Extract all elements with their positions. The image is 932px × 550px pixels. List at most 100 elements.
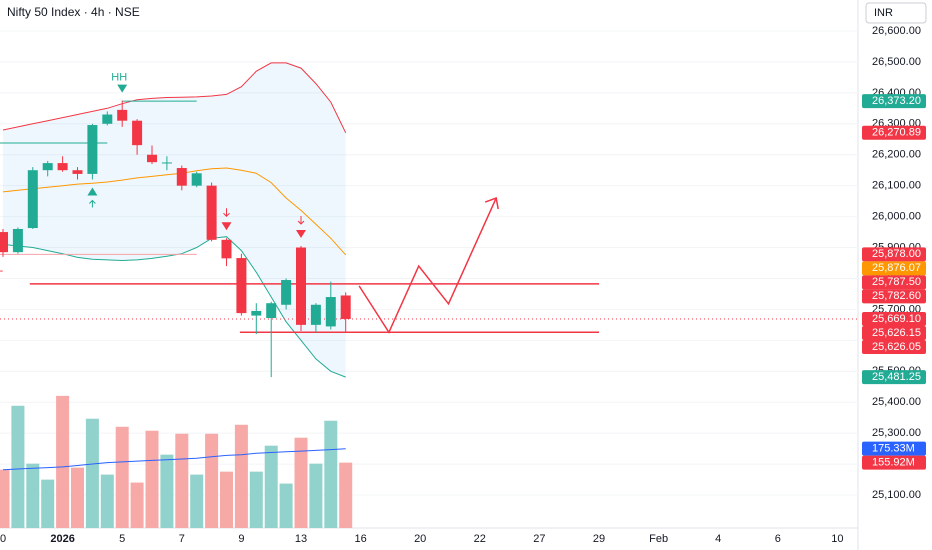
y-tick-label: 25,300.00 [872, 427, 921, 439]
price-label-box [862, 311, 926, 326]
volume-bar [309, 463, 323, 528]
volume-bar [190, 474, 204, 528]
price-label: 25,878.00 [872, 248, 921, 260]
x-tick-label: 10 [831, 533, 843, 545]
price-label: 25,626.05 [872, 341, 921, 353]
price-label-box [862, 289, 926, 304]
candle-body [236, 258, 247, 314]
candle-body [27, 170, 38, 229]
overlay-line [2, 62, 347, 134]
price-label: 25,481.25 [872, 371, 921, 383]
volume-bar [85, 418, 99, 528]
candle-body [191, 173, 202, 186]
volume-label: 175.33M [872, 443, 915, 455]
volume-bar [249, 471, 263, 528]
y-tick-label: 25,100.00 [872, 489, 921, 501]
overlay-line [2, 236, 346, 378]
volume-bar [324, 420, 338, 528]
candle-body [42, 163, 53, 171]
candle-body [340, 295, 351, 319]
volume-bar [71, 467, 84, 528]
y-tick-label: 25,400.00 [872, 396, 921, 408]
x-tick-label: 29 [593, 533, 605, 545]
signal-triangle [296, 229, 306, 238]
candle-body [281, 280, 292, 305]
x-tick-label: 27 [533, 533, 545, 545]
marker-label: L [0, 263, 3, 275]
x-tick-label: 0 [0, 533, 6, 545]
candle-body [0, 232, 8, 253]
y-tick-label: 26,100.00 [872, 180, 921, 192]
price-label-box [862, 247, 926, 262]
currency-box[interactable] [865, 2, 927, 24]
candle-body [87, 125, 98, 174]
volume-bar [115, 426, 129, 528]
price-label: 25,876.07 [872, 262, 921, 274]
volume-bar [11, 405, 25, 528]
candle-body [310, 304, 321, 325]
candle-body [176, 168, 187, 186]
volume-bar [0, 469, 10, 528]
volume-label: 155.92M [872, 457, 915, 469]
currency[interactable]: INR [874, 7, 893, 19]
x-tick-label: 13 [295, 533, 307, 545]
projection-line [358, 197, 497, 334]
volume-bar [26, 463, 40, 528]
price-label: 26,373.20 [872, 95, 921, 107]
x-tick-label: 16 [354, 533, 366, 545]
chart-title: Nifty 50 Index · 4h · NSE [7, 5, 140, 19]
x-tick-label: 4 [715, 533, 721, 545]
candle-body [12, 228, 23, 253]
volume-bar [160, 454, 174, 528]
candle-body [117, 109, 128, 121]
price-label: 26,270.89 [872, 127, 921, 139]
volume-bar [130, 482, 144, 528]
price-label-box [862, 370, 926, 385]
projection-arrowhead [484, 197, 499, 210]
candle-body [102, 114, 113, 124]
y-tick-label: 26,200.00 [872, 149, 921, 161]
price-label-box [862, 275, 926, 290]
candle-body [221, 239, 232, 259]
x-tick-label: 9 [238, 533, 244, 545]
price-label-box [862, 94, 926, 109]
x-tick-label: 2026 [50, 533, 74, 545]
volume-bar [294, 437, 308, 528]
volume-label-box [862, 441, 926, 456]
signal-arrow [89, 199, 96, 208]
candle-body [132, 120, 143, 146]
candle-body [147, 154, 157, 163]
y-tick-label: 26,600.00 [872, 25, 921, 37]
overlay-line [2, 167, 347, 256]
candle-body [251, 310, 262, 316]
volume-ma [2, 448, 346, 471]
price-label-box [862, 339, 926, 354]
candle-body [72, 170, 83, 174]
volume-bar [264, 445, 278, 528]
volume-bar [41, 479, 55, 528]
volume-bar [205, 433, 219, 528]
x-tick-label: 6 [775, 533, 781, 545]
volume-bar [339, 462, 353, 528]
x-tick-label: 7 [179, 533, 185, 545]
signal-arrow [297, 215, 305, 225]
candle-body [325, 297, 336, 327]
x-tick-label: 20 [414, 533, 426, 545]
signal-triangle [221, 222, 232, 231]
volume-bar [100, 474, 114, 528]
price-label-box [862, 125, 926, 140]
candle-body [57, 163, 68, 171]
candle-body [206, 185, 217, 240]
y-tick-label: 26,000.00 [872, 211, 921, 223]
volume-bar [234, 424, 248, 528]
candle-body [266, 303, 277, 319]
volume-bar [145, 430, 159, 528]
y-tick-label: 26,500.00 [872, 56, 921, 68]
signal-arrow [223, 208, 230, 217]
x-tick-label: 5 [119, 533, 125, 545]
price-label: 25,626.15 [872, 327, 921, 339]
x-tick-label: Feb [649, 533, 668, 545]
x-tick-label: 22 [474, 533, 486, 545]
